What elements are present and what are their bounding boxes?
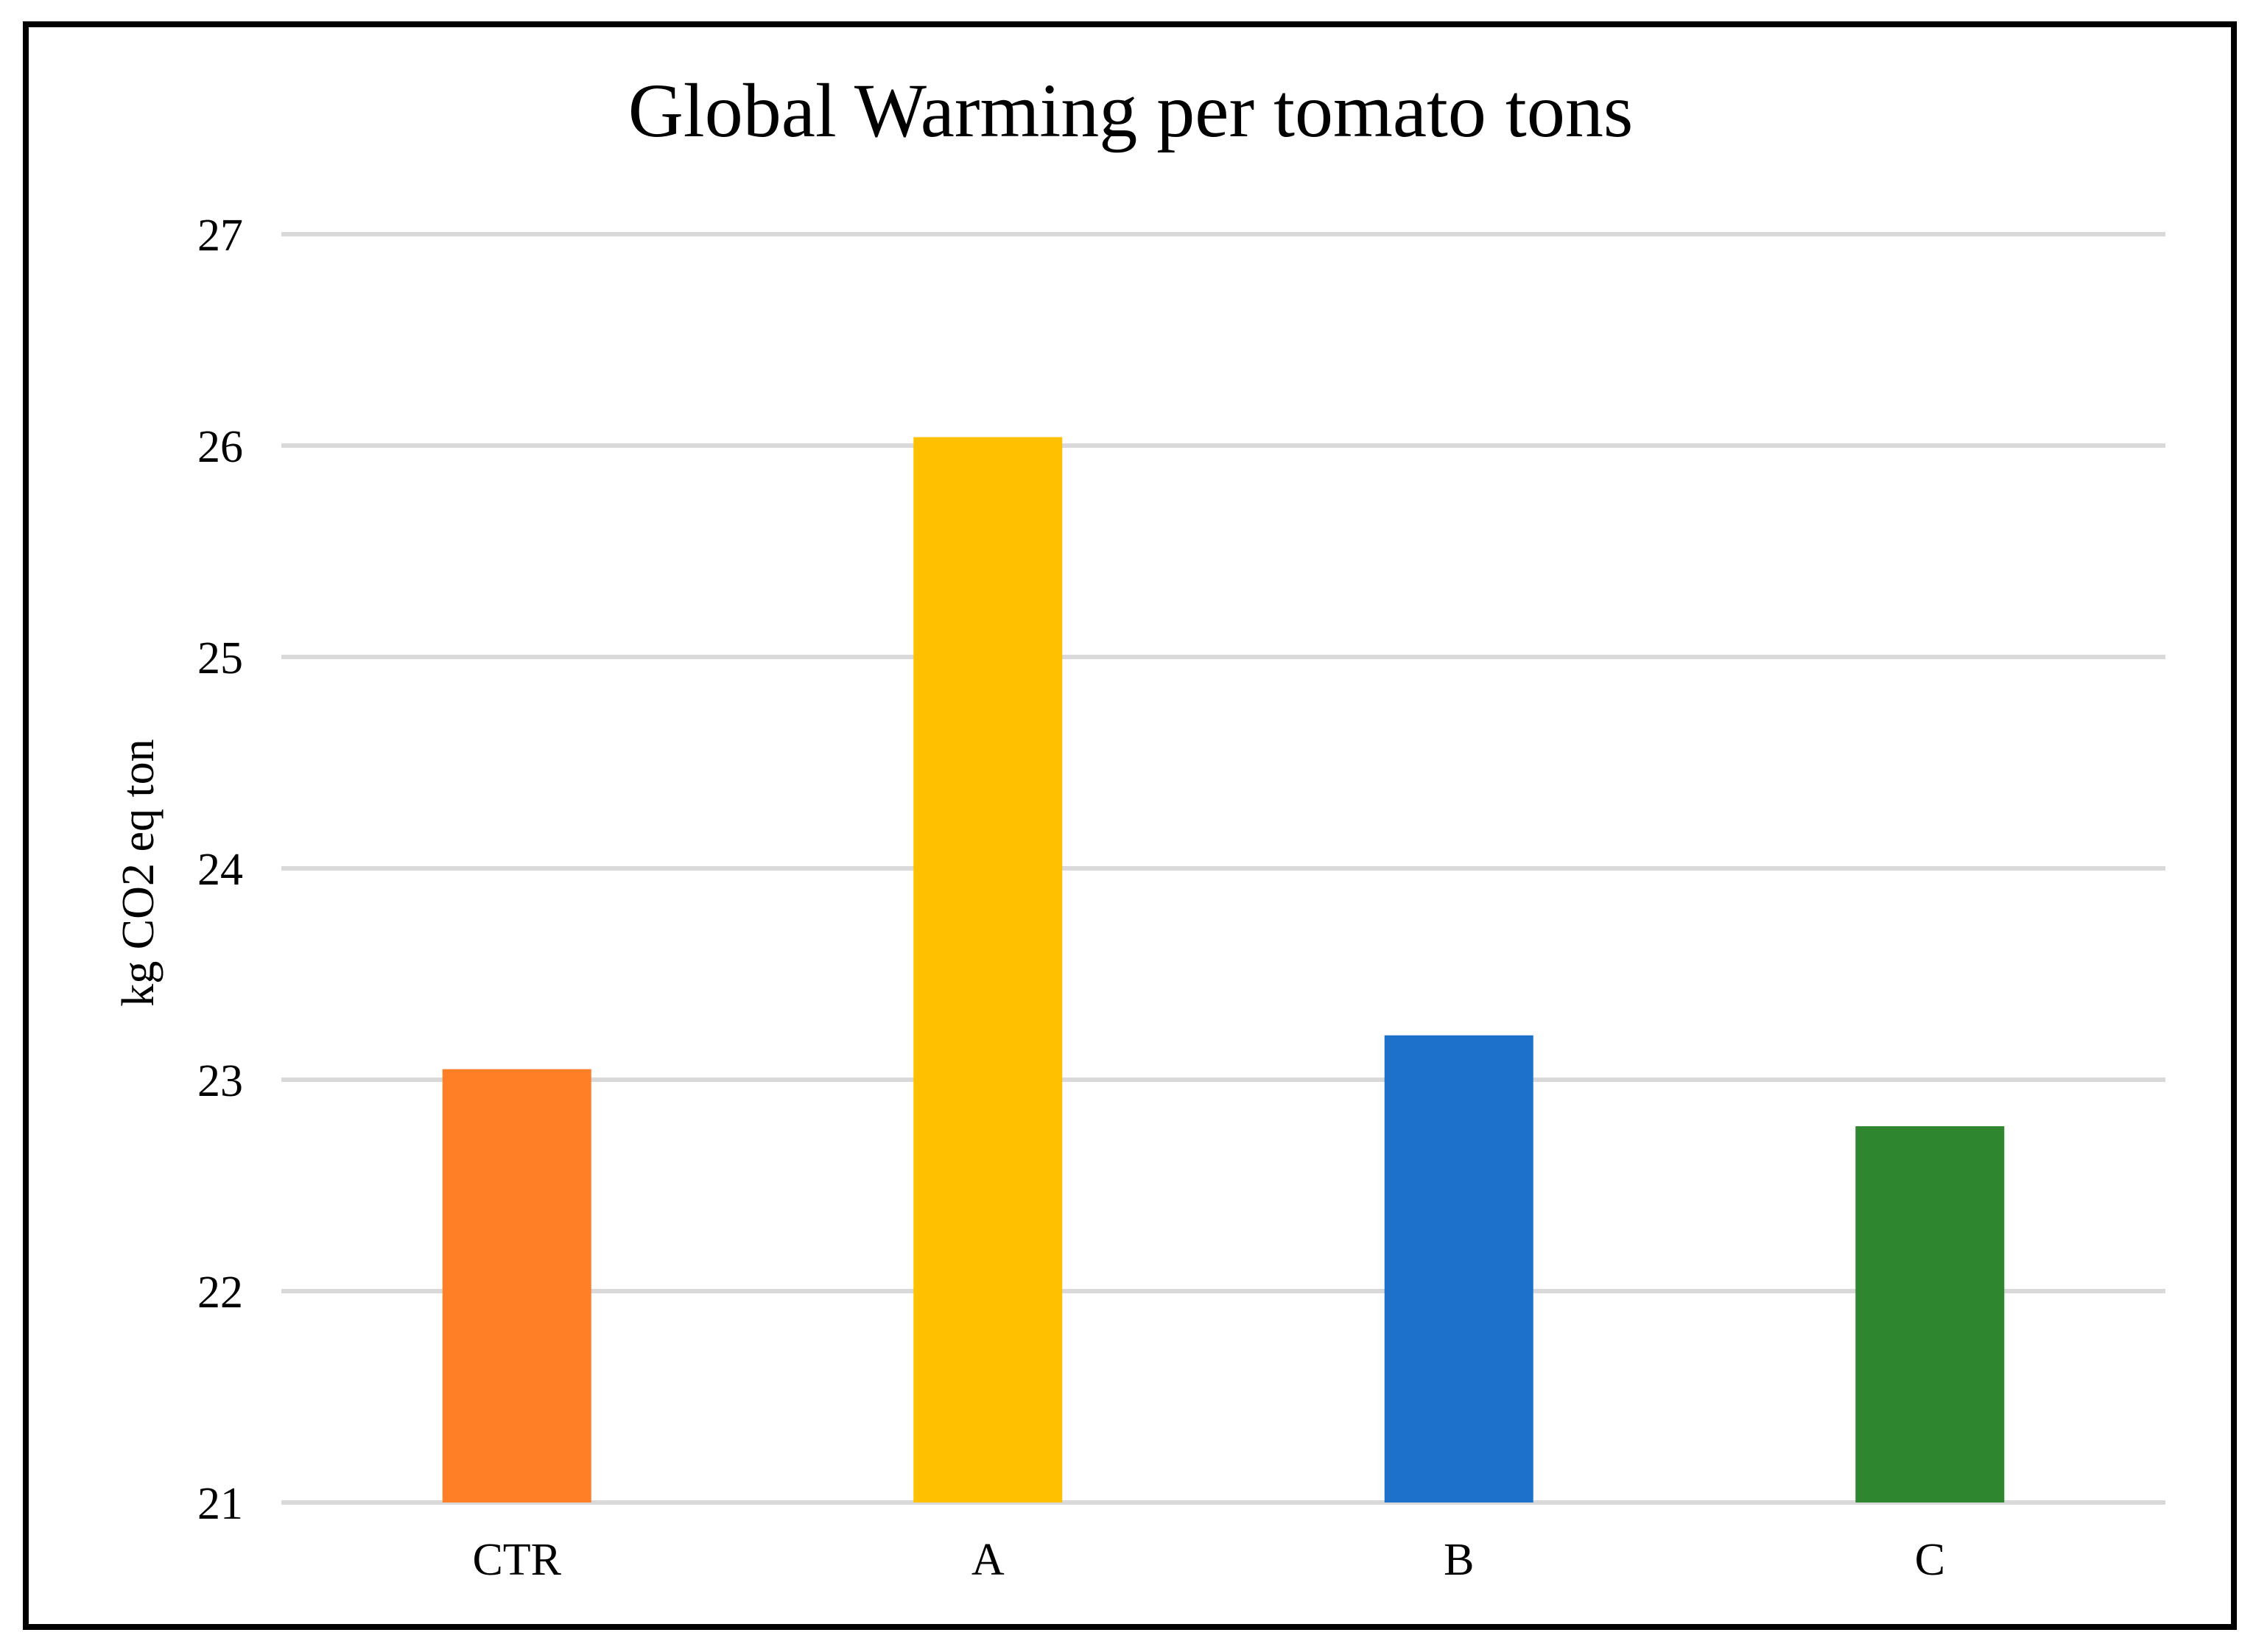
bar-a	[913, 437, 1063, 1502]
x-tick-label: CTR	[472, 1535, 561, 1585]
y-tick-label: 24	[197, 845, 243, 895]
y-tick-label: 23	[197, 1056, 243, 1106]
y-tick-labels: 21 22 23 24 25 26 27	[197, 211, 243, 1529]
y-tick-label: 26	[197, 422, 243, 472]
x-tick-label: A	[971, 1535, 1005, 1585]
x-tick-labels: CTR A B C	[472, 1535, 1944, 1585]
gridlines	[281, 232, 2165, 1505]
chart-frame	[23, 21, 2237, 1630]
y-tick-label: 25	[197, 633, 243, 683]
x-tick-label: B	[1444, 1535, 1474, 1585]
bar-b	[1384, 1035, 1533, 1502]
bar-c	[1855, 1126, 2005, 1502]
y-tick-label: 22	[197, 1268, 243, 1318]
bar-ctr	[442, 1069, 591, 1502]
x-tick-label: C	[1915, 1535, 1945, 1585]
chart-title: Global Warming per tomato tons	[628, 68, 1634, 153]
y-tick-label: 27	[197, 211, 243, 261]
y-tick-label: 21	[197, 1479, 243, 1529]
y-axis-label: kg CO2 eq ton	[113, 739, 164, 1006]
bars	[442, 437, 2005, 1502]
